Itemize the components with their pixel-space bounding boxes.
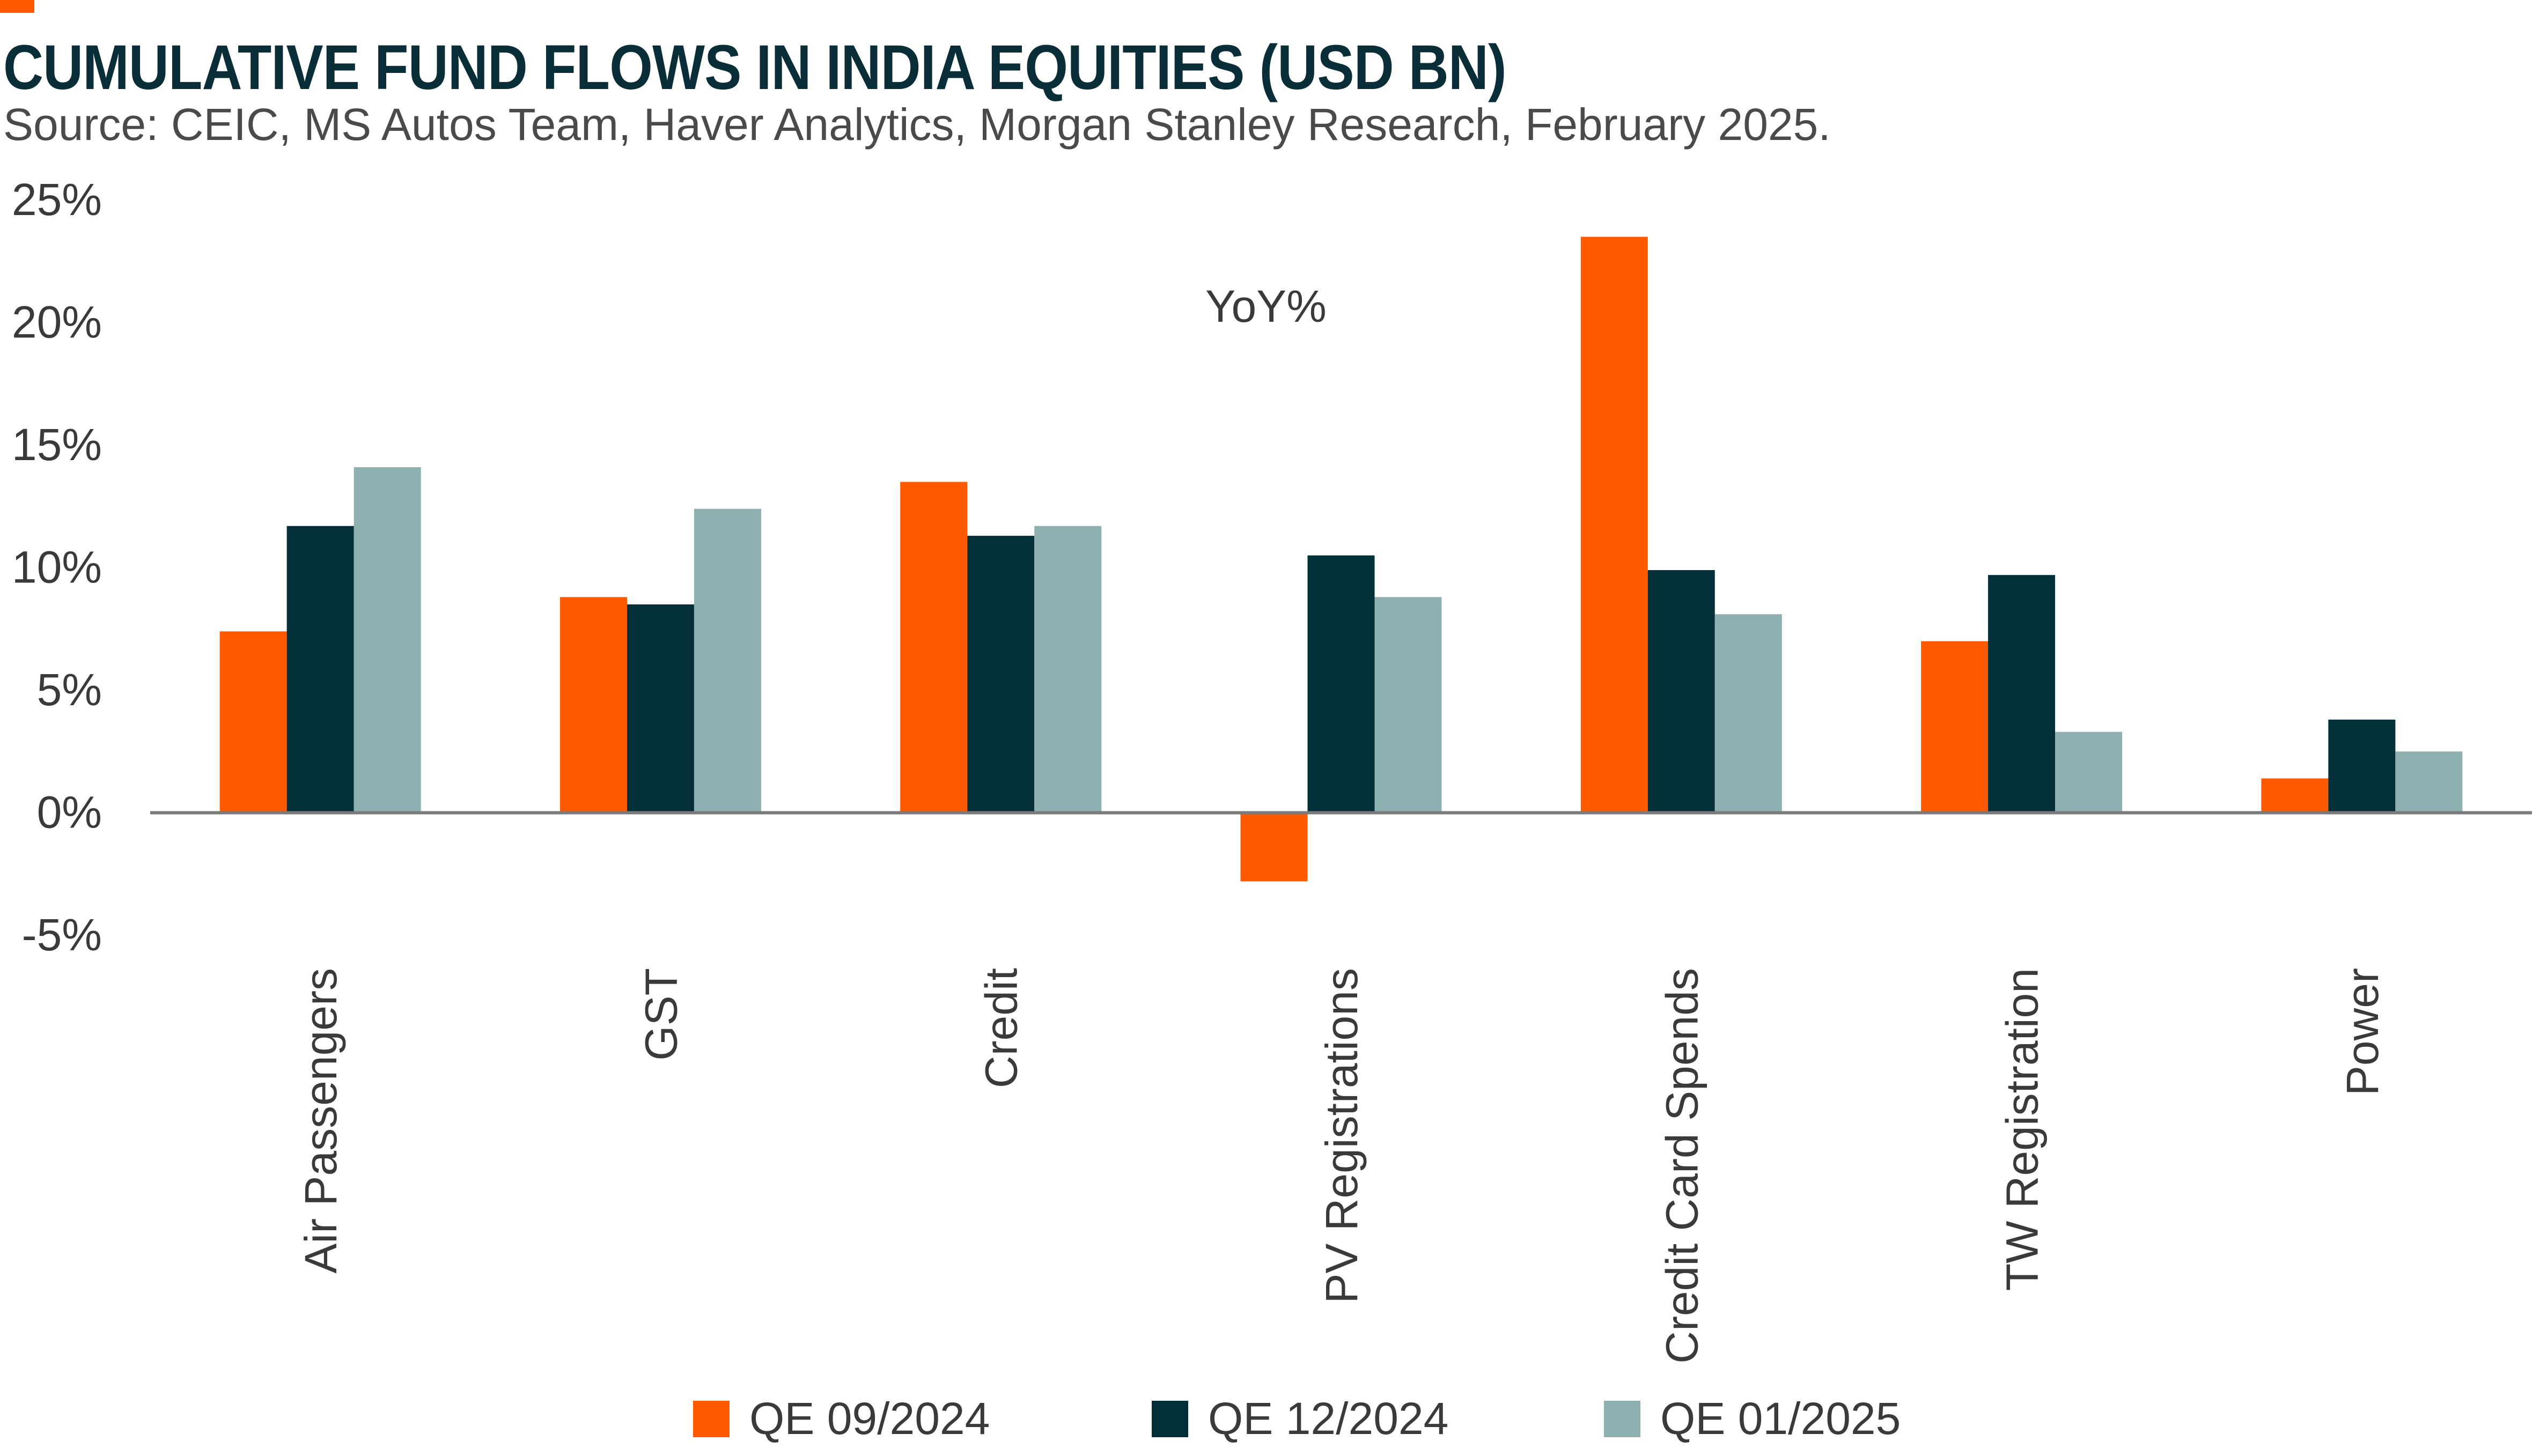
chart-annotation: YoY%: [1205, 281, 1327, 331]
legend: QE 09/2024 QE 12/2024 QE 01/2025: [693, 1393, 1901, 1444]
bar: [1647, 570, 1715, 813]
bar: [1307, 555, 1375, 813]
y-tick-label: 25%: [12, 174, 102, 225]
legend-label: QE 12/2024: [1208, 1393, 1448, 1444]
bar: [2261, 778, 2329, 813]
y-tick-label: 20%: [12, 297, 102, 348]
accent-mark: [0, 0, 34, 13]
bar: [1240, 812, 1308, 882]
legend-label: QE 01/2025: [1660, 1393, 1901, 1444]
bar: [286, 526, 354, 813]
y-axis-tick-labels: -5% 0% 5% 10% 15% 20% 25%: [12, 174, 102, 960]
y-tick-label: -5%: [22, 910, 102, 960]
category-label: PV Registrations: [1316, 968, 1367, 1304]
bar: [967, 536, 1035, 813]
bar: [1714, 614, 1782, 813]
legend-swatch: [1604, 1401, 1640, 1437]
bar: [1921, 641, 1989, 813]
bar: [219, 631, 287, 813]
legend-swatch: [693, 1401, 730, 1437]
bar: [694, 508, 761, 813]
category-label: Credit Card Spends: [1656, 968, 1707, 1364]
bar: [2328, 719, 2396, 813]
bar: [1988, 575, 2056, 813]
bar: [627, 604, 694, 813]
bar: [2395, 751, 2463, 813]
category-label: TW Registration: [1997, 968, 2048, 1291]
bars: [219, 236, 2463, 882]
y-tick-label: 15%: [12, 419, 102, 470]
chart-title: CUMULATIVE FUND FLOWS IN INDIA EQUITIES …: [3, 32, 1507, 103]
category-label: Power: [2337, 968, 2388, 1096]
y-tick-label: 0%: [37, 787, 102, 838]
bar: [900, 482, 968, 813]
bar: [1374, 597, 1442, 813]
y-tick-label: 10%: [12, 542, 102, 593]
category-labels: Air Passengers GST Credit PV Registrations C…: [296, 968, 2388, 1364]
category-label: Credit: [976, 968, 1027, 1088]
bar: [1034, 526, 1102, 813]
y-tick-label: 5%: [37, 664, 102, 715]
category-label: GST: [636, 968, 686, 1061]
bar: [1580, 236, 1648, 813]
bar: [354, 467, 421, 813]
bar: [2055, 731, 2123, 813]
chart-source: Source: CEIC, MS Autos Team, Haver Analy…: [3, 99, 1831, 150]
legend-swatch: [1152, 1401, 1188, 1437]
category-label: Air Passengers: [296, 968, 346, 1274]
bar: [559, 597, 627, 813]
legend-label: QE 09/2024: [749, 1393, 990, 1444]
